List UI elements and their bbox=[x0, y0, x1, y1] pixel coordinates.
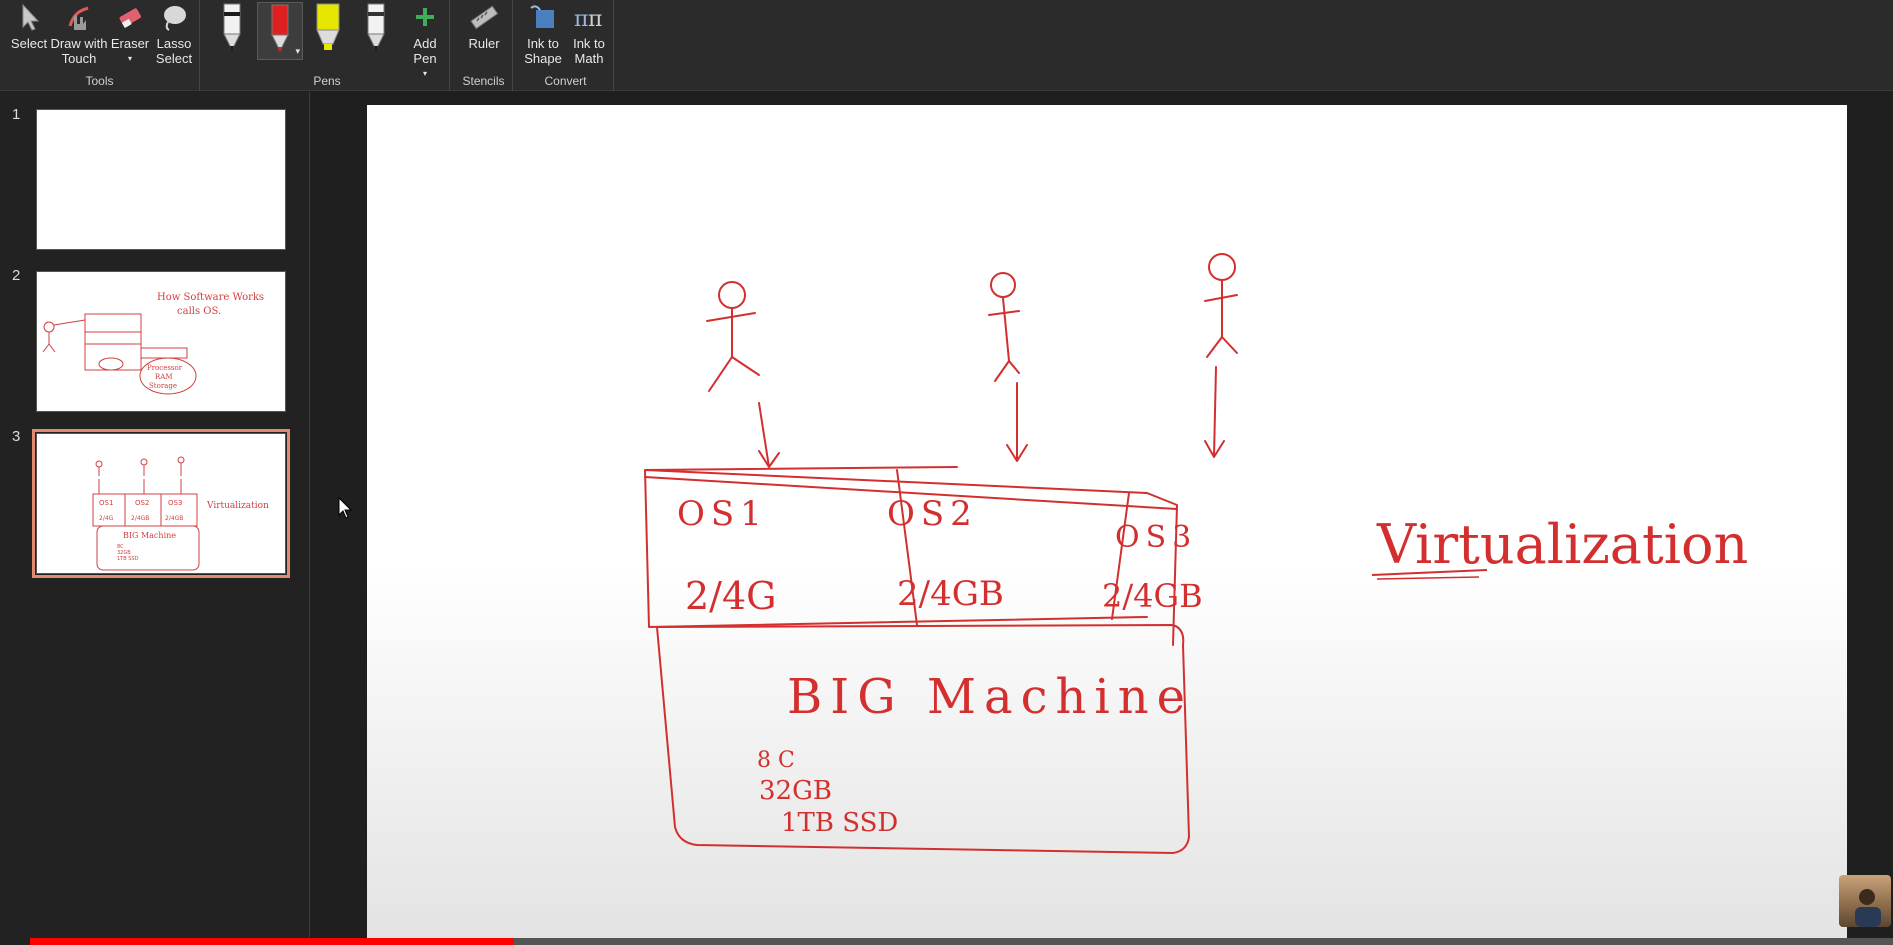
presenter-silhouette bbox=[1855, 889, 1881, 927]
slide-2-line-5: Storage bbox=[149, 382, 177, 390]
os2-label: OS2 bbox=[887, 494, 978, 534]
os3-label: OS3 bbox=[1115, 520, 1197, 555]
cursor-arrow-icon bbox=[22, 3, 40, 31]
draw-with-touch-label: Draw with Touch bbox=[50, 36, 108, 66]
stick-figure-head bbox=[718, 281, 746, 309]
eraser-label: Eraser bbox=[110, 36, 150, 51]
ink-to-shape-label: Ink to Shape bbox=[524, 36, 562, 66]
slide-3-mem1: 2/4G bbox=[99, 515, 114, 522]
pen-red-dropdown-icon[interactable]: ▾ bbox=[295, 46, 300, 56]
eraser-icon bbox=[119, 8, 141, 29]
slide-2-sketch: How Software Works calls OS. Processor R… bbox=[42, 292, 264, 395]
cores-label: 8 C bbox=[757, 748, 795, 773]
thumbnail-number: 3 bbox=[12, 428, 21, 445]
video-progress-bar[interactable] bbox=[30, 938, 1893, 945]
slide-3-os1: OS1 bbox=[99, 499, 113, 507]
add-pen-dropdown-icon[interactable]: ▾ bbox=[422, 69, 427, 78]
touch-draw-icon bbox=[68, 6, 89, 30]
slide-thumbnail-1[interactable] bbox=[36, 109, 286, 250]
ruler-button[interactable]: Ruler bbox=[461, 2, 507, 51]
thumbnail-number: 2 bbox=[12, 267, 21, 284]
pens-group-label: Pens bbox=[313, 74, 341, 88]
ink-drawing: OS1 OS2 OS3 2/4G 2/4GB 2/4GB BIG Machine… bbox=[644, 253, 1748, 854]
ram-label: 32GB bbox=[759, 776, 832, 806]
black-pen-2-icon bbox=[367, 3, 385, 52]
slide-canvas[interactable]: OS1 OS2 OS3 2/4G 2/4GB 2/4GB BIG Machine… bbox=[367, 105, 1847, 938]
slide-3-sketch: OS1 OS2 OS3 2/4G 2/4GB 2/4GB BIG Machine… bbox=[92, 456, 269, 571]
os-row bbox=[644, 466, 1178, 646]
big-machine-box bbox=[656, 624, 1190, 854]
ink-to-shape-button[interactable]: Ink to Shape bbox=[520, 2, 566, 66]
eraser-dropdown-icon[interactable]: ▾ bbox=[127, 54, 132, 63]
pen-yellow-highlighter[interactable] bbox=[305, 2, 351, 60]
mem3-label: 2/4GB bbox=[1102, 577, 1203, 615]
virtualization-label: Virtualization bbox=[1376, 513, 1748, 576]
stencils-group-label: Stencils bbox=[462, 74, 505, 88]
thumbnail-number: 1 bbox=[12, 106, 21, 123]
tools-group-label: Tools bbox=[85, 74, 114, 88]
slide-3-storage: 1TB SSD bbox=[117, 556, 139, 562]
slide-3-mem2: 2/4GB bbox=[131, 515, 149, 522]
slide-3-ram: 32GB bbox=[117, 550, 131, 556]
ruler-icon bbox=[470, 5, 499, 30]
svg-text:π: π bbox=[574, 7, 588, 32]
slide-3-virtualization: Virtualization bbox=[206, 501, 269, 511]
arrow-2 bbox=[1006, 382, 1028, 462]
pens-group: ▾ Add Pen ▾ Pens bbox=[205, 0, 450, 91]
slide-3-os3: OS3 bbox=[168, 499, 182, 507]
draw-with-touch-button[interactable]: Draw with Touch bbox=[50, 2, 108, 66]
add-pen-label: Add Pen bbox=[413, 36, 437, 66]
pen-black-2[interactable] bbox=[353, 2, 399, 60]
video-progress-fill bbox=[30, 938, 515, 945]
os1-label: OS1 bbox=[677, 494, 768, 534]
arrow-1 bbox=[758, 402, 780, 468]
convert-group-label: Convert bbox=[544, 74, 587, 88]
ink-ribbon: Select Draw with Touch Eraser ▾ Lasso Se… bbox=[0, 0, 1893, 91]
ink-to-shape-icon bbox=[530, 5, 554, 28]
svg-text:π: π bbox=[588, 7, 602, 32]
ink-to-math-label: Ink to Math bbox=[573, 36, 605, 66]
mouse-pointer-icon bbox=[338, 497, 352, 519]
slide-2-line-1: How Software Works bbox=[157, 292, 264, 303]
select-label: Select bbox=[10, 36, 48, 51]
tools-group: Select Draw with Touch Eraser ▾ Lasso Se… bbox=[0, 0, 200, 91]
pen-red[interactable]: ▾ bbox=[257, 2, 303, 60]
slide-3-cores: 8C bbox=[117, 544, 124, 550]
slide-3-mem3: 2/4GB bbox=[165, 515, 183, 522]
lasso-select-label: Lasso Select bbox=[155, 36, 193, 66]
eraser-button[interactable]: Eraser ▾ bbox=[110, 2, 150, 66]
lasso-icon bbox=[164, 6, 186, 31]
arrow-3 bbox=[1204, 366, 1225, 458]
slide-thumbnail-2[interactable]: How Software Works calls OS. Processor R… bbox=[36, 271, 286, 412]
slide-2-line-3: Processor bbox=[147, 364, 183, 372]
ruler-label: Ruler bbox=[468, 36, 500, 51]
pen-black[interactable] bbox=[209, 2, 255, 60]
highlighter-icon bbox=[316, 3, 340, 50]
lasso-select-button[interactable]: Lasso Select bbox=[152, 2, 196, 66]
slide-thumbnail-pane: 1 2 How Software Works calls OS. Process… bbox=[0, 92, 310, 945]
virtualization-underline bbox=[1371, 569, 1488, 576]
slide-2-line-4: RAM bbox=[155, 373, 173, 381]
storage-label: 1TB SSD bbox=[781, 808, 898, 838]
red-pen-icon bbox=[271, 4, 289, 53]
mem2-label: 2/4GB bbox=[897, 574, 1004, 614]
presenter-webcam bbox=[1839, 875, 1891, 927]
select-button[interactable]: Select bbox=[10, 2, 48, 51]
mem1-label: 2/4G bbox=[685, 574, 777, 618]
plus-icon bbox=[416, 8, 434, 26]
slide-thumbnail-3[interactable]: OS1 OS2 OS3 2/4G 2/4GB 2/4GB BIG Machine… bbox=[32, 429, 290, 578]
slide-2-line-2: calls OS. bbox=[177, 306, 221, 317]
slide-editor: OS1 OS2 OS3 2/4G 2/4GB 2/4GB BIG Machine… bbox=[311, 92, 1893, 945]
slide-3-os2: OS2 bbox=[135, 499, 149, 507]
slide-3-big-machine: BIG Machine bbox=[123, 531, 176, 540]
add-pen-button[interactable]: Add Pen ▾ bbox=[405, 2, 445, 81]
black-pen-icon bbox=[223, 3, 241, 52]
big-machine-label: BIG Machine bbox=[787, 669, 1193, 725]
stencils-group: Ruler Stencils bbox=[455, 0, 513, 91]
